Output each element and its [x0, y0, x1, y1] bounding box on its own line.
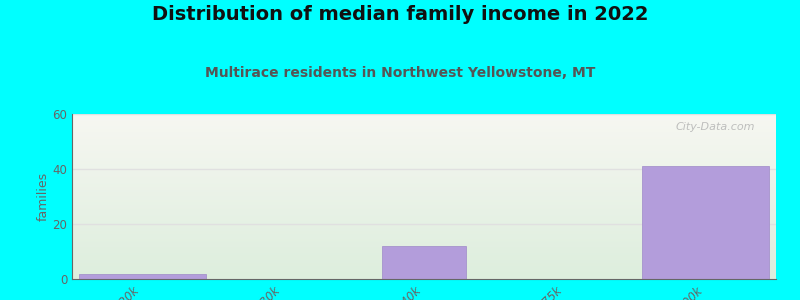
Y-axis label: families: families [37, 172, 50, 221]
Text: Multirace residents in Northwest Yellowstone, MT: Multirace residents in Northwest Yellows… [205, 66, 595, 80]
Text: Distribution of median family income in 2022: Distribution of median family income in … [152, 4, 648, 23]
Bar [382, 246, 466, 279]
Bar [642, 166, 769, 279]
Bar [79, 274, 206, 279]
Text: City-Data.com: City-Data.com [675, 122, 755, 132]
